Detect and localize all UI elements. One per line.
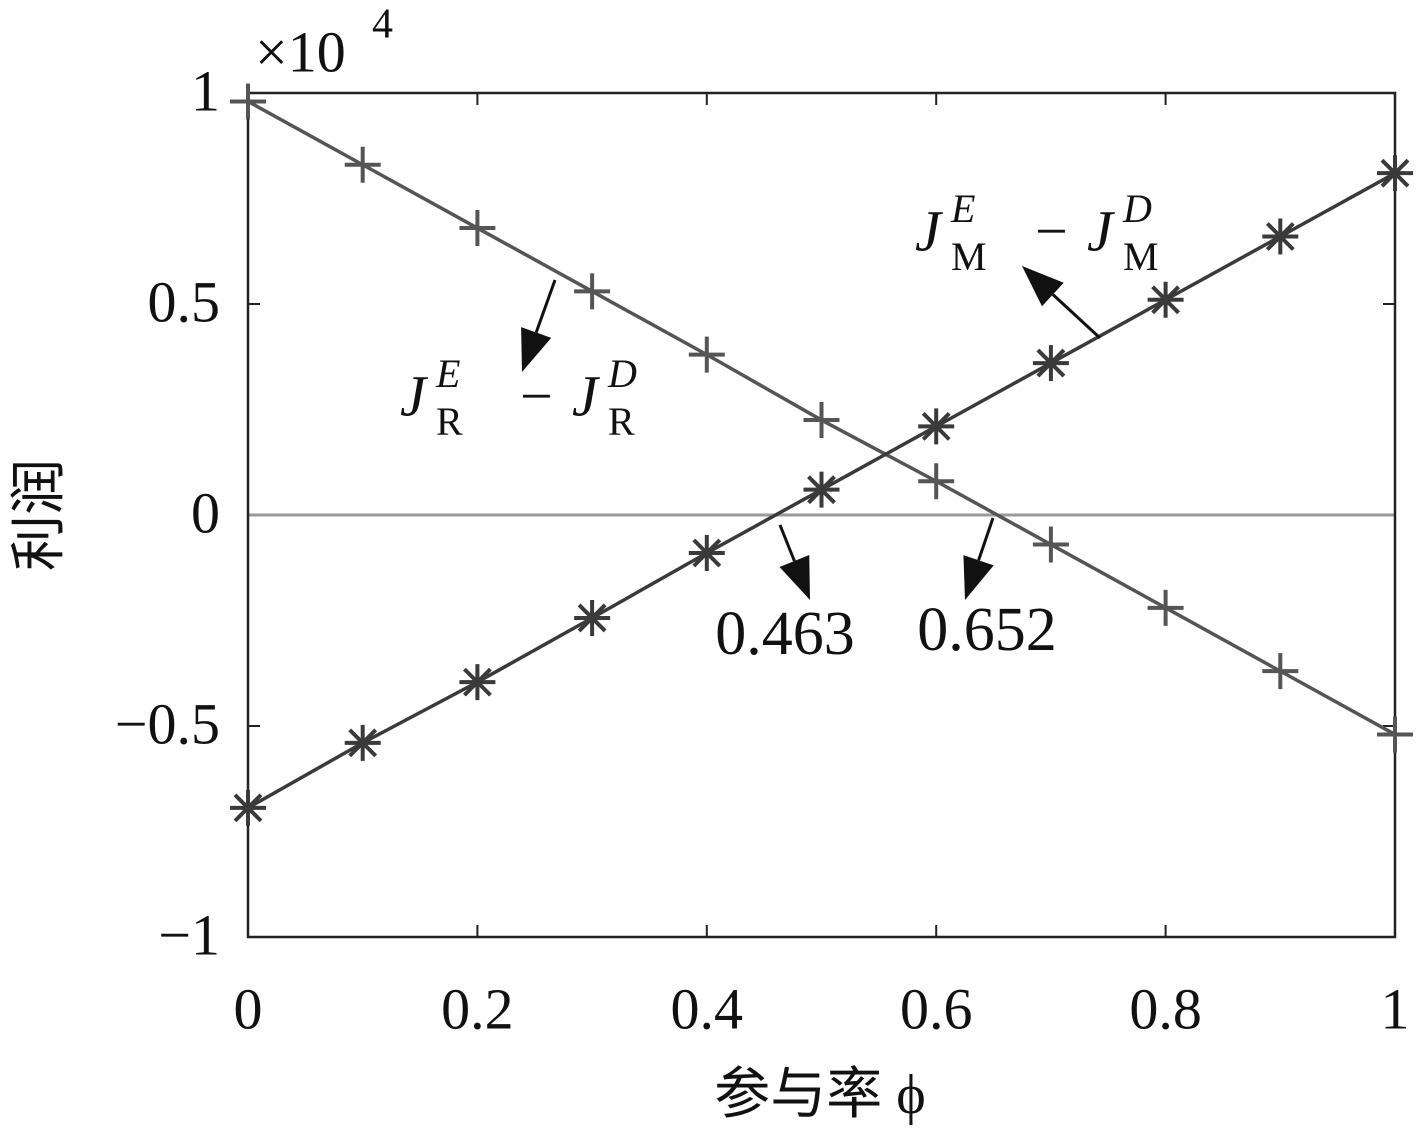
label-sup: E <box>435 351 460 396</box>
label-sup: D <box>1122 186 1152 231</box>
x-axis-label: 参与率 ϕ <box>714 1064 925 1126</box>
arrow-head <box>779 555 810 600</box>
annotation: 0.652 <box>917 596 1057 664</box>
annotation: 0.463 <box>715 600 855 668</box>
marker <box>574 273 611 310</box>
marker <box>803 402 840 439</box>
label-base: J <box>1087 198 1116 263</box>
marker <box>918 463 955 500</box>
label-sub: R <box>608 399 635 444</box>
label-operator: − <box>520 363 553 428</box>
marker <box>918 408 955 445</box>
plot-frame <box>246 91 1397 939</box>
arrow-line <box>977 517 995 561</box>
marker <box>1262 218 1299 255</box>
arrow-line <box>1051 293 1102 340</box>
marker <box>1377 155 1413 192</box>
marker <box>688 336 725 373</box>
arrow-line <box>778 524 796 562</box>
label-sub: M <box>1123 234 1159 279</box>
x-tick-label: 0.8 <box>1129 976 1202 1041</box>
y-axis-label: 利润 <box>9 459 71 571</box>
y-tick-label: 0 <box>191 480 220 545</box>
marker <box>459 664 496 701</box>
y-tick-label: 1 <box>191 58 220 123</box>
label-operator: − <box>1035 198 1068 263</box>
arrow-head <box>963 555 994 600</box>
label-sub: R <box>436 399 463 444</box>
y-tick-label: −1 <box>158 902 220 967</box>
y-tick-label: −0.5 <box>115 691 220 756</box>
label-base: J <box>400 363 429 428</box>
marker <box>1147 281 1184 318</box>
label-base: J <box>572 363 601 428</box>
marker <box>1032 345 1069 382</box>
arrow-head <box>1022 266 1064 307</box>
x-tick-label: 1 <box>1381 976 1410 1041</box>
marker <box>230 83 266 120</box>
x-tick-label: 0.4 <box>671 976 744 1041</box>
x-tick-label: 0.6 <box>900 976 973 1041</box>
marker <box>803 471 840 508</box>
arrow-head <box>521 327 552 372</box>
x-tick-label: 0.2 <box>441 976 514 1041</box>
marker <box>459 210 496 247</box>
marker <box>688 534 725 571</box>
label-sup: D <box>607 351 637 396</box>
marker <box>1032 526 1069 563</box>
marker <box>1377 716 1413 753</box>
label-sup: E <box>950 186 975 231</box>
x-tick-label: 0 <box>234 976 263 1041</box>
label-sub: M <box>951 234 987 279</box>
y-multiplier-base: ×10 <box>255 19 346 84</box>
marker <box>230 789 266 826</box>
y-multiplier-exponent: 4 <box>372 2 393 48</box>
arrow-line <box>534 279 557 333</box>
marker <box>344 724 381 761</box>
marker <box>1262 653 1299 690</box>
marker <box>344 146 381 183</box>
marker <box>574 599 611 636</box>
y-tick-label: 0.5 <box>148 269 221 334</box>
label-base: J <box>915 198 944 263</box>
marker <box>1147 589 1184 626</box>
